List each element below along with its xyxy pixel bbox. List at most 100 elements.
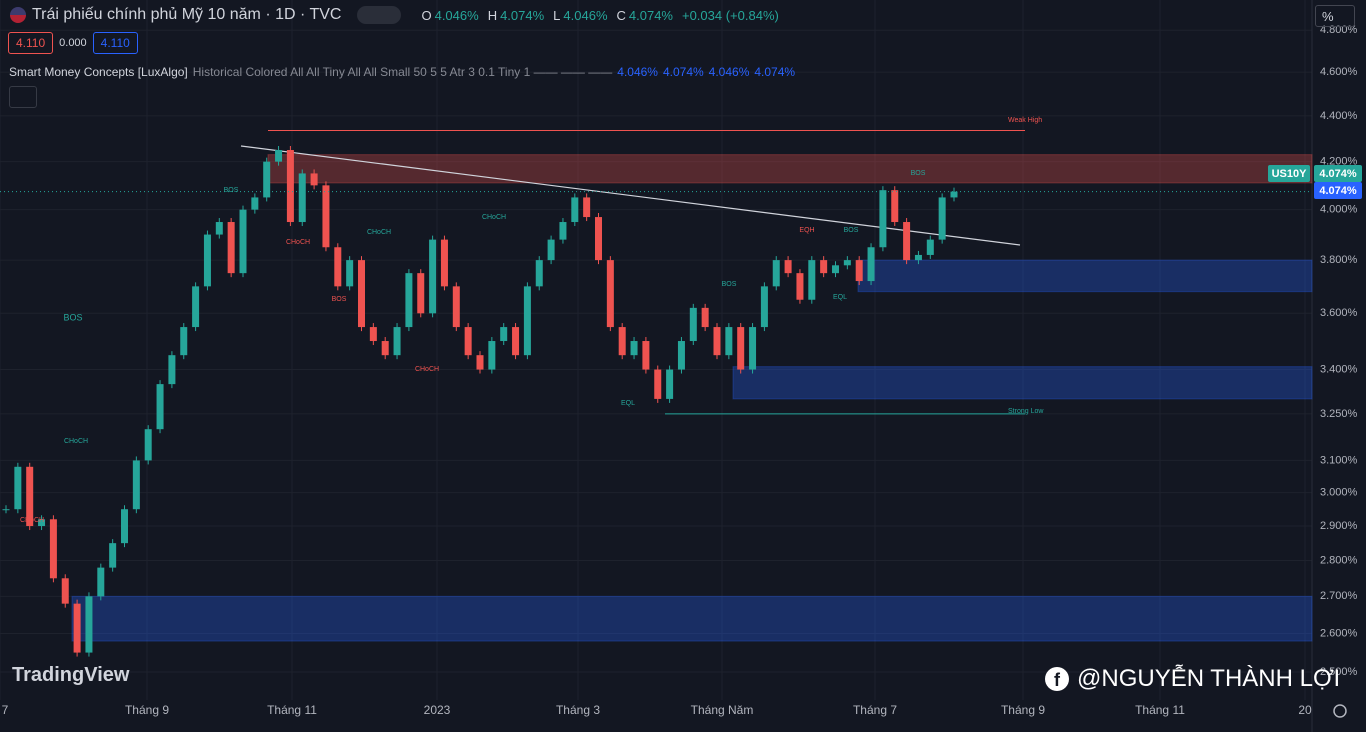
smc-label: BOS bbox=[332, 296, 347, 303]
indicator-name[interactable]: Smart Money Concepts [LuxAlgo] bbox=[9, 65, 188, 79]
candle-body bbox=[855, 260, 863, 282]
symbol-title[interactable]: Trái phiếu chính phủ Mỹ 10 năm · 1D · TV… bbox=[32, 6, 342, 23]
x-tick-label: Tháng Năm bbox=[691, 703, 754, 717]
smc-label: EQH bbox=[799, 227, 814, 234]
candle-body bbox=[879, 190, 887, 248]
y-tick-label: 3.100% bbox=[1320, 454, 1358, 466]
change: +0.034 (+0.84%) bbox=[681, 7, 779, 23]
smc-label: BOS bbox=[224, 187, 239, 194]
status-pill[interactable] bbox=[357, 6, 402, 24]
x-tick-label: 2023 bbox=[424, 703, 451, 717]
y-tick-label: 2.600% bbox=[1320, 627, 1358, 639]
level-label: Strong Low bbox=[1008, 408, 1044, 415]
candle-body bbox=[701, 307, 709, 328]
candle-body bbox=[832, 265, 839, 274]
candle-body bbox=[2, 509, 10, 511]
candle-body bbox=[417, 273, 425, 314]
y-tick-label: 3.800% bbox=[1320, 254, 1358, 266]
x-tick-label: Tháng 11 bbox=[267, 703, 317, 717]
collapse-button[interactable] bbox=[9, 86, 37, 108]
y-tick-label: 3.600% bbox=[1320, 307, 1358, 319]
candle-body bbox=[547, 239, 555, 261]
candle-body bbox=[310, 173, 318, 186]
candle-body bbox=[263, 161, 271, 198]
symbol-badge-text: US10Y bbox=[1272, 168, 1308, 180]
indicator-legend: Smart Money Concepts [LuxAlgo] Historica… bbox=[9, 65, 795, 79]
smc-label: CHoCH bbox=[64, 438, 88, 445]
sell-box[interactable]: 4.110 bbox=[8, 32, 54, 54]
candle-body bbox=[227, 222, 235, 274]
y-tick-label: 4.600% bbox=[1320, 66, 1358, 78]
y-tick-label: 3.250% bbox=[1320, 408, 1358, 420]
candle-body bbox=[654, 369, 662, 399]
smc-label: CHoCH bbox=[286, 239, 310, 246]
candle-body bbox=[677, 341, 685, 370]
candle-body bbox=[405, 273, 413, 328]
candle-body bbox=[358, 260, 365, 328]
candle-body bbox=[630, 341, 638, 356]
y-tick-label: 4.400% bbox=[1320, 110, 1358, 122]
candle-body bbox=[488, 341, 496, 370]
candle-body bbox=[926, 239, 934, 255]
candle-body bbox=[369, 327, 377, 342]
ohlc-value: 4.074% bbox=[628, 7, 673, 23]
candle-body bbox=[583, 197, 591, 218]
candle-body bbox=[689, 307, 697, 342]
candle-body bbox=[512, 327, 520, 356]
smc-label: EQL bbox=[621, 400, 635, 407]
ohlc-value: 4.046% bbox=[563, 7, 608, 23]
candle-body bbox=[180, 327, 188, 356]
ohlc-key: L bbox=[553, 7, 561, 23]
smc-label: BOS bbox=[722, 281, 737, 288]
indicator-value: 4.074% bbox=[662, 65, 704, 79]
candle-body bbox=[464, 327, 472, 356]
candle-body bbox=[666, 369, 674, 399]
settings-button[interactable] bbox=[1333, 704, 1347, 718]
candle-body bbox=[903, 222, 911, 261]
facebook-icon: f bbox=[1045, 667, 1069, 691]
candle-body bbox=[737, 327, 745, 370]
candle-body bbox=[381, 341, 389, 356]
candle-body bbox=[571, 197, 579, 223]
price-badge-text: 4.074% bbox=[1319, 185, 1357, 197]
candle-body bbox=[642, 341, 650, 370]
candle-body bbox=[796, 273, 804, 300]
candle-body bbox=[867, 247, 875, 282]
flag-icon bbox=[10, 7, 26, 23]
candle-body bbox=[49, 519, 57, 579]
candle-body bbox=[322, 185, 330, 248]
y-tick-label: 3.000% bbox=[1320, 487, 1358, 499]
smc-label: CHoCH bbox=[367, 229, 391, 236]
y-tick-label: 3.400% bbox=[1320, 363, 1358, 375]
scale-button[interactable]: % bbox=[1315, 5, 1355, 27]
candle-body bbox=[606, 260, 614, 328]
smc-label: BOS bbox=[63, 312, 82, 322]
x-tick-label: 20 bbox=[1298, 703, 1312, 717]
smc-label: CHoCH bbox=[20, 517, 44, 524]
candle-body bbox=[61, 578, 69, 604]
x-tick-label: Tháng 3 bbox=[556, 703, 600, 717]
spread: 0.000 bbox=[59, 37, 87, 49]
x-tick-label: Tháng 9 bbox=[1001, 703, 1045, 717]
indicator-value: 4.074% bbox=[754, 65, 796, 79]
candle-body bbox=[239, 209, 247, 274]
candle-body bbox=[298, 173, 306, 223]
candle-body bbox=[26, 466, 34, 527]
smc-label: BOS bbox=[911, 170, 926, 177]
candle-body bbox=[275, 150, 283, 162]
candle-body bbox=[440, 239, 448, 287]
logo: TradingView bbox=[12, 664, 130, 686]
y-tick-label: 4.800% bbox=[1320, 24, 1358, 36]
candle-body bbox=[452, 286, 460, 328]
price-badge bbox=[1314, 165, 1362, 182]
candle-body bbox=[85, 596, 93, 653]
candle-body bbox=[168, 355, 176, 385]
candle-body bbox=[843, 260, 851, 266]
candle-body bbox=[772, 260, 780, 287]
zone bbox=[267, 154, 1313, 184]
buy-box[interactable]: 4.110 bbox=[92, 32, 138, 54]
candle-body bbox=[618, 327, 626, 356]
candle-body bbox=[121, 509, 128, 544]
